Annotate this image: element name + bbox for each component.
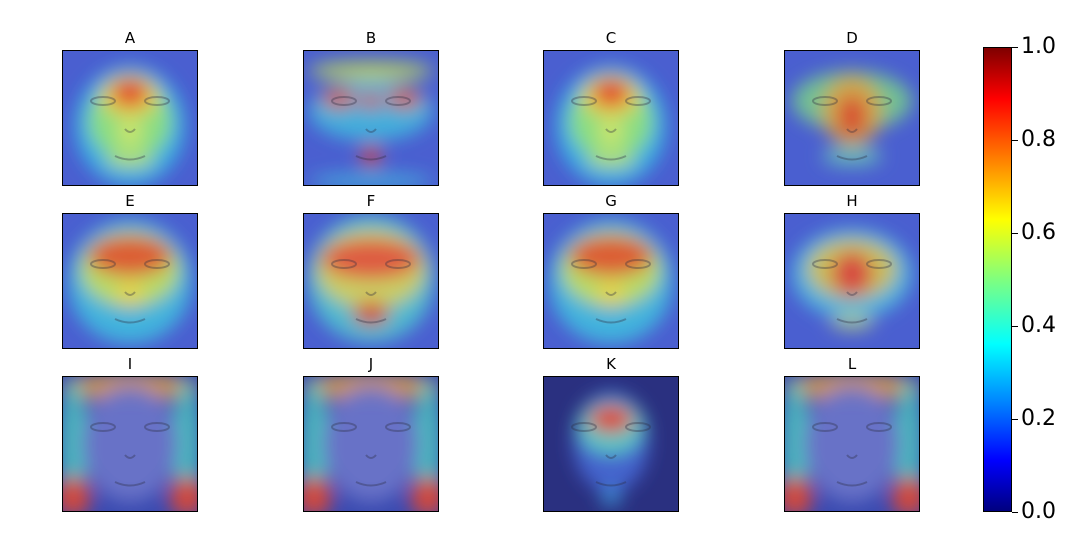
colorbar-tick (1012, 140, 1018, 141)
colorbar (983, 47, 1012, 512)
heatmap-panel-b (303, 50, 439, 186)
colorbar-tick (1012, 512, 1018, 513)
colorbar-tick-label: 0.6 (1021, 220, 1056, 245)
heatmap-panel-a (62, 50, 198, 186)
panel-title-j: J (368, 355, 374, 373)
panel-title-k: K (606, 355, 616, 373)
colorbar-tick (1012, 233, 1018, 234)
heatmap-panel-g (543, 213, 679, 349)
heatmap-panel-f (303, 213, 439, 349)
panel-title-d: D (846, 29, 858, 47)
panel-title-b: B (365, 29, 377, 47)
panel-title-e: E (125, 192, 135, 210)
heatmap-panel-k (543, 376, 679, 512)
panel-title-i: I (127, 355, 133, 373)
panel-title-h: H (846, 192, 858, 210)
panel-title-f: F (366, 192, 376, 210)
panel-title-g: G (605, 192, 617, 210)
panel-title-a: A (124, 29, 136, 47)
heatmap-panel-c (543, 50, 679, 186)
heatmap-panel-e (62, 213, 198, 349)
colorbar-tick-label: 0.0 (1021, 499, 1056, 524)
colorbar-tick (1012, 326, 1018, 327)
heatmap-panel-j (303, 376, 439, 512)
panel-title-c: C (605, 29, 617, 47)
heatmap-panel-d (784, 50, 920, 186)
colorbar-tick (1012, 419, 1018, 420)
heatmap-panel-i (62, 376, 198, 512)
colorbar-tick-label: 1.0 (1021, 34, 1056, 59)
colorbar-tick-label: 0.4 (1021, 313, 1056, 338)
heatmap-panel-h (784, 213, 920, 349)
colorbar-tick (1012, 47, 1018, 48)
panel-title-l: L (847, 355, 857, 373)
heatmap-panel-l (784, 376, 920, 512)
colorbar-tick-label: 0.2 (1021, 406, 1056, 431)
colorbar-tick-label: 0.8 (1021, 127, 1056, 152)
